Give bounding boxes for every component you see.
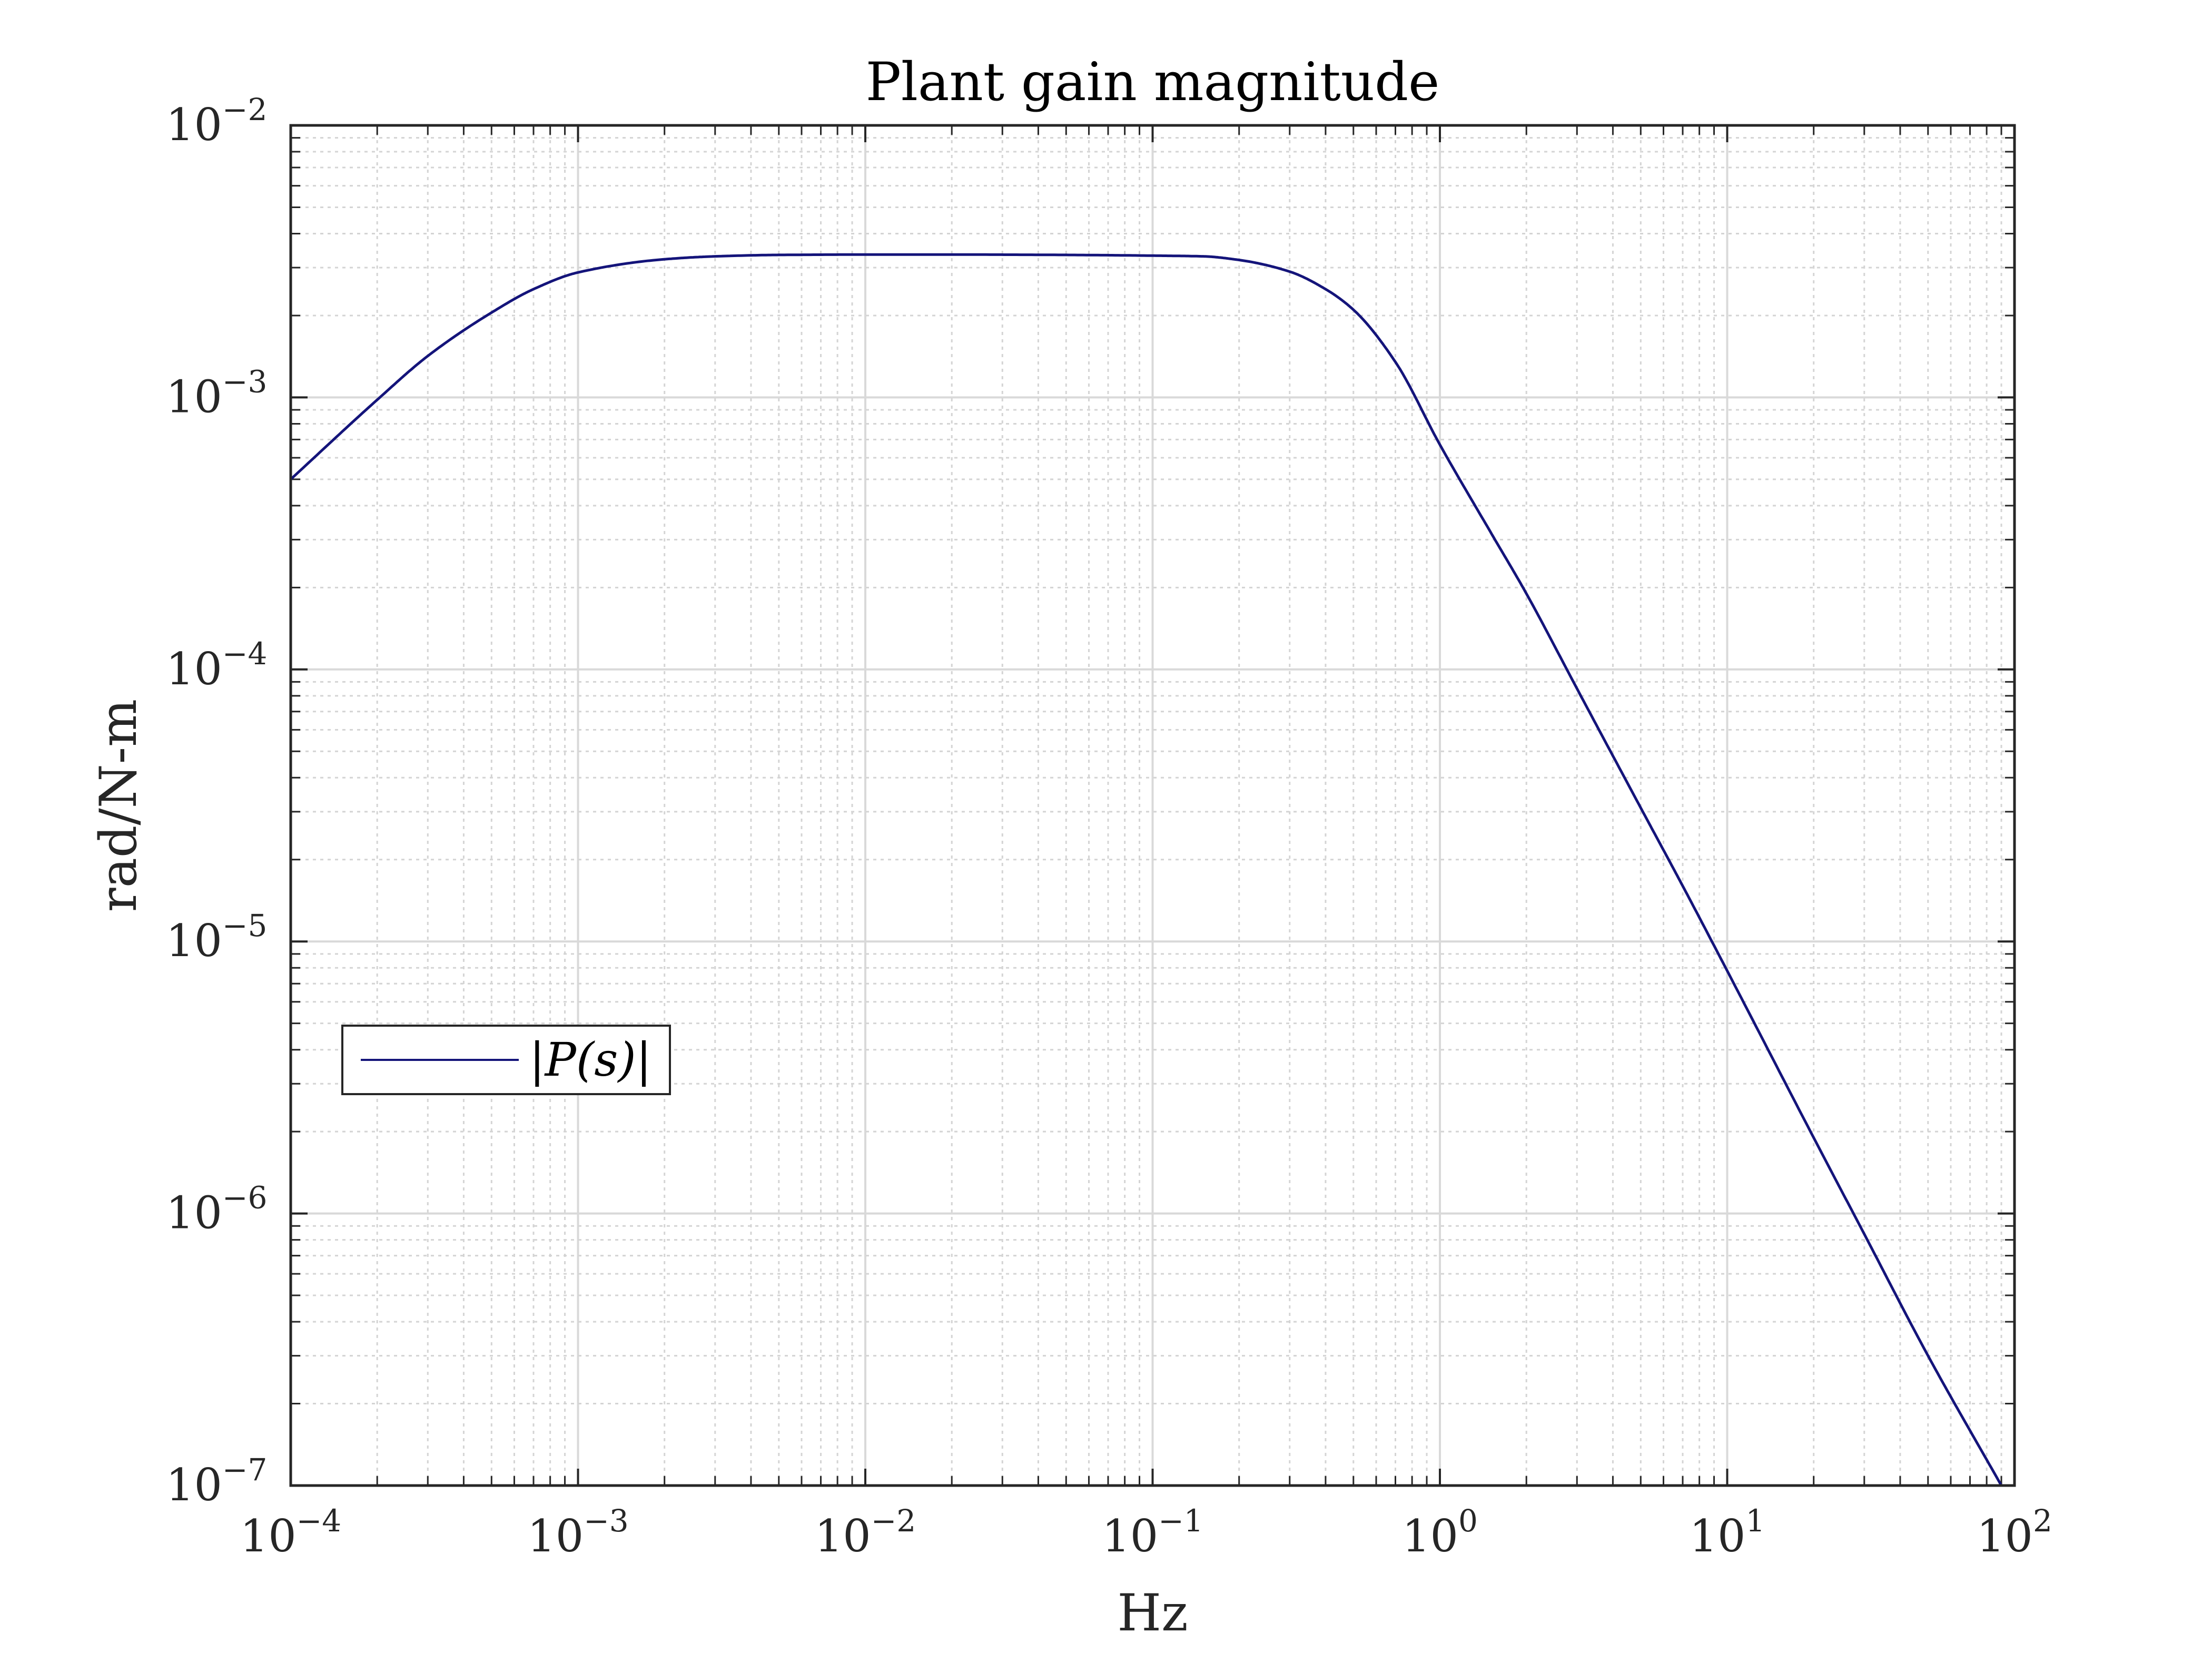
x-tick-label: 101 <box>1690 1503 1765 1562</box>
y-tick-labels: 10−7 10−6 10−5 10−4 10−3 10−2 <box>166 92 267 1511</box>
y-tick-label: 10−7 <box>166 1452 267 1511</box>
x-tick-label: 10−3 <box>527 1503 628 1562</box>
series-layer <box>290 253 2003 1487</box>
legend: |P(s)| <box>341 1025 671 1095</box>
plot-frame <box>289 124 2016 1487</box>
y-tick-label: 10−5 <box>166 908 267 967</box>
x-tick-label: 100 <box>1402 1503 1478 1562</box>
series-line-p-s <box>290 253 2003 1487</box>
x-tick-label: 10−4 <box>240 1503 341 1562</box>
x-axis-title: Hz <box>1117 1584 1188 1643</box>
y-tick-label: 10−6 <box>166 1180 267 1239</box>
y-axis-title: rad/N-m <box>89 699 148 912</box>
y-tick-label: 10−2 <box>166 92 267 151</box>
chart-title: Plant gain magnitude <box>866 51 1440 113</box>
x-tick-label: 10−1 <box>1102 1503 1203 1562</box>
legend-label: |P(s)| <box>529 1032 651 1087</box>
y-tick-label: 10−4 <box>166 636 267 695</box>
y-tick-label: 10−3 <box>166 363 267 422</box>
x-tick-label: 102 <box>1977 1503 2052 1562</box>
x-tick-labels: 10−4 10−3 10−2 10−1 100 101 102 <box>240 1503 2052 1562</box>
x-tick-label: 10−2 <box>815 1503 916 1562</box>
